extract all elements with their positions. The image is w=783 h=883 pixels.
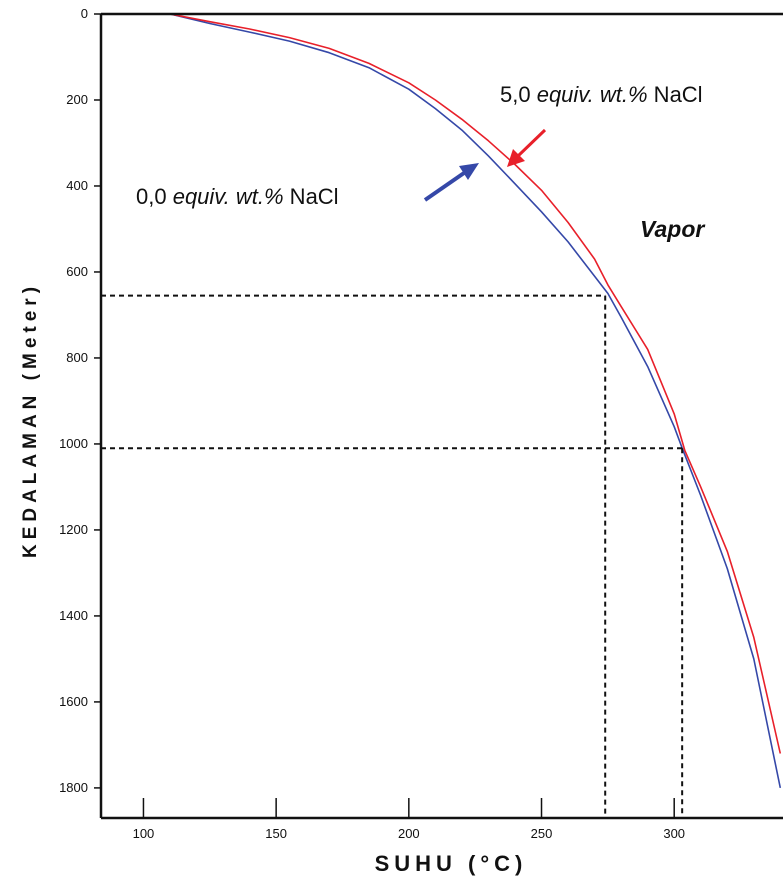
y-tick-label: 0 [81, 6, 88, 21]
annotation-nacl-0-prefix: 0,0 [136, 184, 173, 209]
y-tick-label: 1400 [59, 608, 88, 623]
y-tick-label: 600 [66, 264, 88, 279]
y-tick-label: 1000 [59, 436, 88, 451]
region-label-vapor: Vapor [640, 216, 705, 242]
series-line-nacl-5 [169, 14, 782, 754]
x-tick-label: 300 [663, 826, 685, 841]
y-tick-label: 200 [66, 92, 88, 107]
annotation-nacl-5-italic: equiv. wt.% [537, 82, 648, 107]
x-tick-label: 200 [398, 826, 420, 841]
x-tick-label: 100 [133, 826, 155, 841]
annotation-nacl-5-suffix: NaCl [648, 82, 703, 107]
y-tick-label: 1800 [59, 780, 88, 795]
annotation-nacl-0-suffix: NaCl [284, 184, 339, 209]
y-tick-label: 1600 [59, 694, 88, 709]
blue-arrowhead [459, 163, 479, 180]
annotation-nacl-5: 5,0 equiv. wt.% NaCl [500, 82, 703, 107]
x-tick-label: 150 [265, 826, 287, 841]
annotation-nacl-0-italic: equiv. wt.% [173, 184, 284, 209]
x-axis-title: SUHU (°C) [375, 851, 528, 876]
blue-annotation-arrow [423, 171, 466, 202]
y-axis-title: KEDALAMAN (Meter) [20, 282, 41, 558]
series-line-nacl-0 [169, 14, 782, 789]
annotation-nacl-0: 0,0 equiv. wt.% NaCl [136, 184, 339, 209]
annotation-nacl-5-prefix: 5,0 [500, 82, 537, 107]
red-arrowhead [507, 149, 525, 167]
y-tick-label: 400 [66, 178, 88, 193]
y-tick-label: 800 [66, 350, 88, 365]
x-tick-label: 250 [531, 826, 553, 841]
red-annotation-arrow [516, 128, 547, 158]
y-tick-label: 1200 [59, 522, 88, 537]
